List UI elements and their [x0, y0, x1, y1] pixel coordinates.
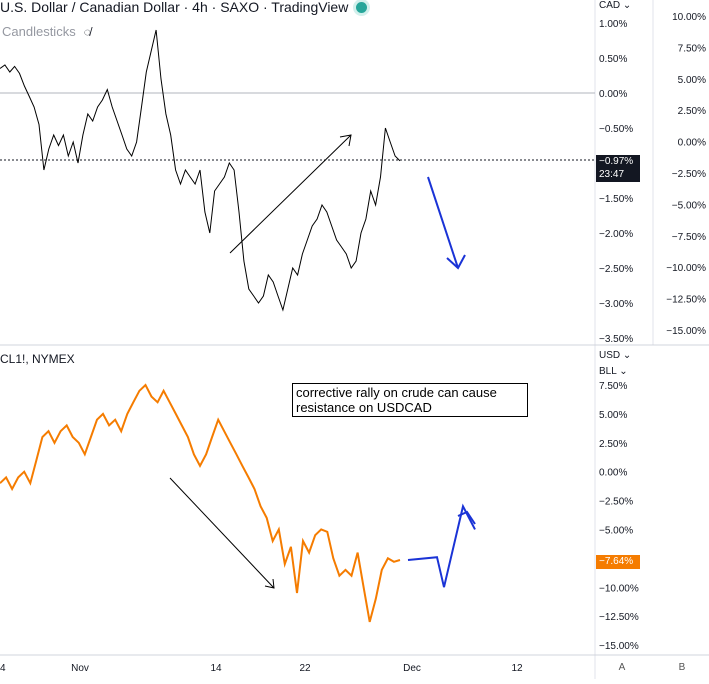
crude-y-tick-label: −12.50%	[599, 612, 639, 623]
y-tick-label: −2.00%	[599, 229, 633, 240]
y-tick-label: −2.50%	[599, 264, 633, 275]
blue-up-arrow-head	[457, 510, 476, 525]
y2-tick-label: −12.50%	[666, 295, 706, 306]
chart-title: U.S. Dollar / Canadian Dollar · 4h · SAX…	[0, 0, 368, 15]
up-trend-arrow[interactable]	[229, 134, 352, 254]
blue-down-arrow[interactable]	[427, 176, 466, 270]
y-tick-label: −0.50%	[599, 124, 633, 135]
y-tick-label: −3.50%	[599, 334, 633, 345]
auto-scale-button[interactable]: A	[618, 662, 626, 673]
crude-y-tick-label: 5.00%	[599, 410, 627, 421]
crude-y-tick-label: 7.50%	[599, 381, 627, 392]
crude-y-tick-label: −10.00%	[599, 583, 639, 594]
y2-tick-label: 2.50%	[678, 106, 706, 117]
pane1-currency[interactable]: CAD ⌄	[599, 0, 632, 11]
crude-price-tag: −7.64%	[596, 555, 640, 569]
x-tick-label: 12	[511, 663, 523, 674]
x-tick-label: Nov	[71, 663, 89, 674]
annotation-box[interactable]: corrective rally on crude can cause resi…	[292, 383, 528, 417]
x-tick-label: Dec	[403, 663, 421, 674]
y-tick-label: −3.00%	[599, 299, 633, 310]
y-tick-label: 0.50%	[599, 54, 627, 65]
symbol-title[interactable]: U.S. Dollar / Canadian Dollar · 4h · SAX…	[0, 0, 349, 15]
crude-y-tick-label: 2.50%	[599, 439, 627, 450]
crude-y-tick-label: 0.00%	[599, 468, 627, 479]
usdcad-time-tag: 23:47	[596, 168, 640, 182]
y2-tick-label: −5.00%	[672, 200, 706, 211]
projection-path[interactable]	[407, 503, 476, 588]
y2-tick-label: −7.50%	[672, 232, 706, 243]
crude-y-tick-label: −15.00%	[599, 641, 639, 652]
y2-tick-label: 7.50%	[678, 43, 706, 54]
y2-tick-label: −15.00%	[666, 326, 706, 337]
pane2-currency[interactable]: USD ⌄	[599, 350, 632, 361]
pane2-unit[interactable]: BLL ⌄	[599, 366, 628, 377]
y2-tick-label: 5.00%	[678, 75, 706, 86]
crude-symbol-label[interactable]: CL1!, NYMEX	[0, 352, 75, 366]
market-open-icon	[356, 2, 368, 13]
x-tick-label: 14	[210, 663, 222, 674]
x-tick-label: 4	[0, 663, 6, 674]
eye-hidden-icon[interactable]: ◌̸	[83, 25, 91, 39]
y2-tick-label: −10.00%	[666, 263, 706, 274]
y-tick-label: 1.00%	[599, 19, 627, 30]
y-tick-label: 0.00%	[599, 89, 627, 100]
crude-y-tick-label: −5.00%	[599, 526, 633, 537]
usdcad-price-tag: −0.97%	[596, 155, 640, 169]
y-tick-label: −1.50%	[599, 194, 633, 205]
chart-style: Candlesticks ◌̸	[2, 24, 91, 39]
down-trend-arrow[interactable]	[169, 477, 275, 589]
usdcad-line	[0, 29, 401, 312]
crude-line	[0, 383, 401, 623]
y2-tick-label: −2.50%	[672, 169, 706, 180]
x-tick-label: 22	[299, 663, 311, 674]
chart-style-label: Candlesticks	[2, 24, 76, 39]
scale-b-button[interactable]: B	[678, 662, 686, 673]
crude-y-tick-label: −2.50%	[599, 497, 633, 508]
y2-tick-label: 0.00%	[678, 138, 706, 149]
y2-tick-label: 10.00%	[672, 12, 706, 23]
